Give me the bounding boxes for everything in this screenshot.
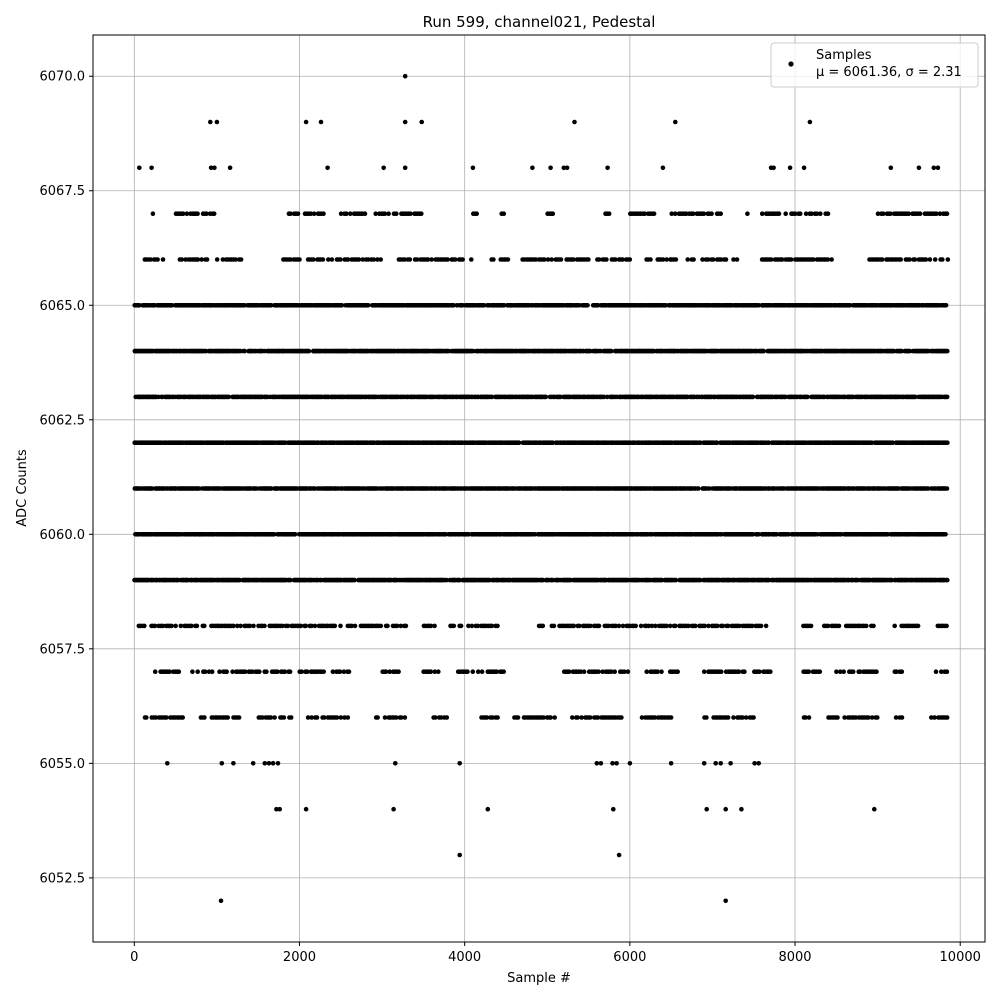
data-point (945, 440, 950, 445)
data-point (366, 303, 371, 308)
data-point (544, 395, 549, 400)
chart-title: Run 599, channel021, Pedestal (423, 13, 656, 31)
data-point (761, 349, 766, 354)
data-point (195, 624, 200, 629)
data-point (307, 349, 312, 354)
data-point (293, 532, 298, 537)
data-point (696, 486, 701, 491)
data-point (945, 578, 950, 583)
data-point (169, 624, 174, 629)
data-point (585, 303, 590, 308)
data-point (945, 349, 950, 354)
data-point (945, 395, 950, 400)
data-point (251, 624, 256, 629)
data-point (751, 395, 756, 400)
data-point (945, 486, 950, 491)
data-point (173, 624, 178, 629)
data-point (943, 532, 948, 537)
data-point (142, 624, 147, 629)
data-point (202, 624, 207, 629)
data-point (238, 624, 243, 629)
data-point (944, 303, 949, 308)
